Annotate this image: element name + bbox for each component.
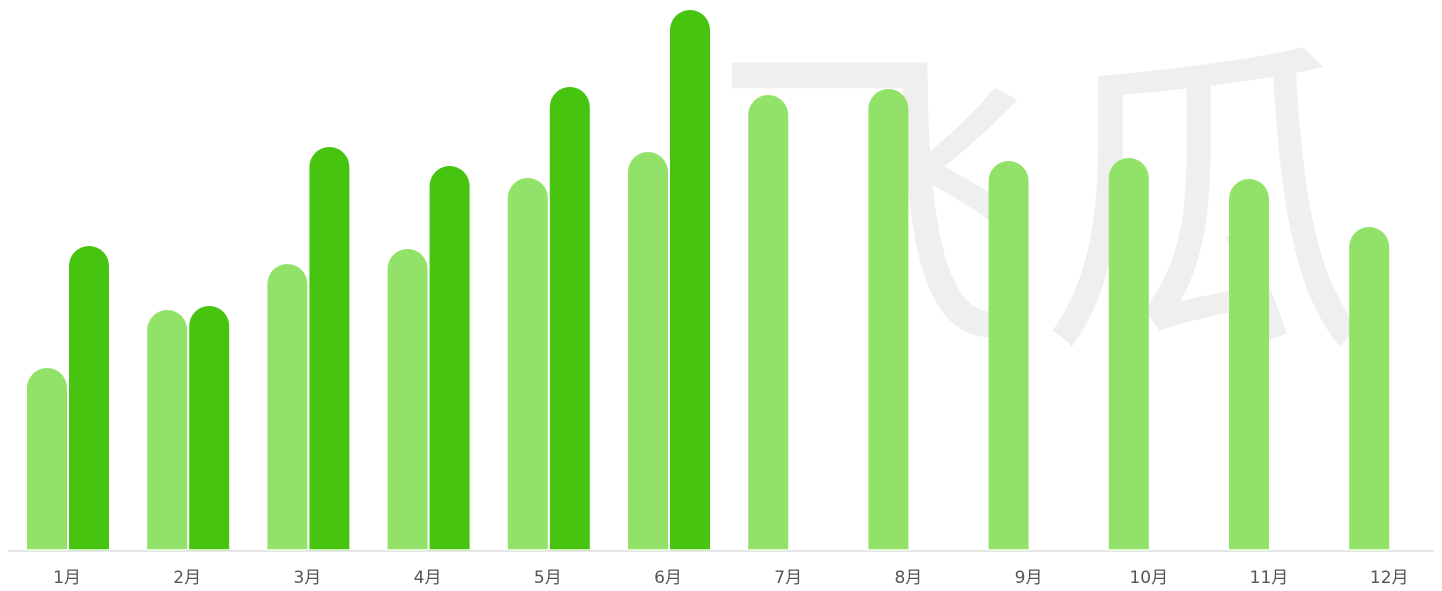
x-tick-label: 3月 (293, 568, 321, 588)
bar (69, 246, 109, 551)
x-tick-label: 7月 (774, 568, 802, 588)
x-tick-label: 12月 (1370, 568, 1409, 588)
x-tick-label: 4月 (414, 568, 442, 588)
bar (309, 147, 350, 551)
watermark: 飞瓜 (710, 14, 1370, 398)
x-tick-label: 6月 (654, 568, 682, 588)
bar (267, 264, 308, 551)
bar (147, 310, 188, 551)
x-tick-label: 10月 (1129, 568, 1168, 588)
bar (189, 306, 230, 551)
bar (549, 87, 590, 551)
x-tick-label: 1月 (53, 568, 81, 588)
bar (628, 152, 668, 551)
bar (1108, 158, 1149, 552)
x-tick-label: 9月 (1015, 568, 1043, 588)
x-tick-label: 5月 (534, 568, 562, 588)
x-tick-label: 8月 (894, 568, 922, 588)
bar (1229, 179, 1269, 551)
bar (868, 89, 909, 552)
x-tick-label: 11月 (1250, 568, 1289, 588)
bar (988, 161, 1029, 551)
bar (27, 368, 67, 551)
bar (1349, 227, 1390, 551)
bar (507, 178, 548, 552)
x-tick-label: 2月 (173, 568, 201, 588)
bar (387, 249, 428, 551)
bar (748, 95, 789, 551)
bar (670, 10, 710, 551)
bar (429, 166, 470, 551)
